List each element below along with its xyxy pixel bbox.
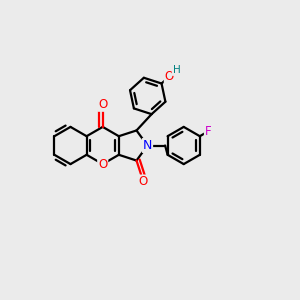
Text: F: F [205,125,211,138]
Text: O: O [139,176,148,188]
Text: H: H [172,65,180,75]
Text: O: O [98,158,107,171]
Text: N: N [143,139,152,152]
Text: O: O [165,70,174,83]
Text: O: O [98,98,107,111]
